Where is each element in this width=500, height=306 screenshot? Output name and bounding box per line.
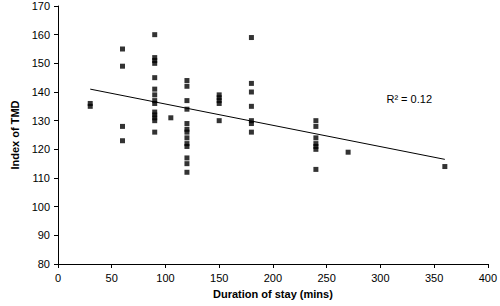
svg-text:50: 50 <box>106 272 118 284</box>
svg-text:Duration of stay (mins): Duration of stay (mins) <box>213 288 333 300</box>
svg-text:110: 110 <box>32 172 50 184</box>
svg-text:140: 140 <box>32 86 50 98</box>
svg-text:250: 250 <box>317 272 335 284</box>
svg-text:200: 200 <box>264 272 282 284</box>
svg-text:90: 90 <box>38 229 50 241</box>
svg-text:100: 100 <box>32 201 50 213</box>
svg-text:R² = 0.12: R² = 0.12 <box>386 93 432 105</box>
svg-text:120: 120 <box>32 143 50 155</box>
svg-text:300: 300 <box>371 272 389 284</box>
svg-text:170: 170 <box>32 0 50 12</box>
svg-text:160: 160 <box>32 29 50 41</box>
svg-text:Index of TMD: Index of TMD <box>9 100 21 169</box>
svg-text:150: 150 <box>210 272 228 284</box>
svg-text:0: 0 <box>55 272 61 284</box>
svg-text:350: 350 <box>425 272 443 284</box>
svg-text:130: 130 <box>32 115 50 127</box>
svg-text:400: 400 <box>479 272 497 284</box>
svg-text:80: 80 <box>38 258 50 270</box>
svg-text:100: 100 <box>156 272 174 284</box>
svg-text:150: 150 <box>32 57 50 69</box>
